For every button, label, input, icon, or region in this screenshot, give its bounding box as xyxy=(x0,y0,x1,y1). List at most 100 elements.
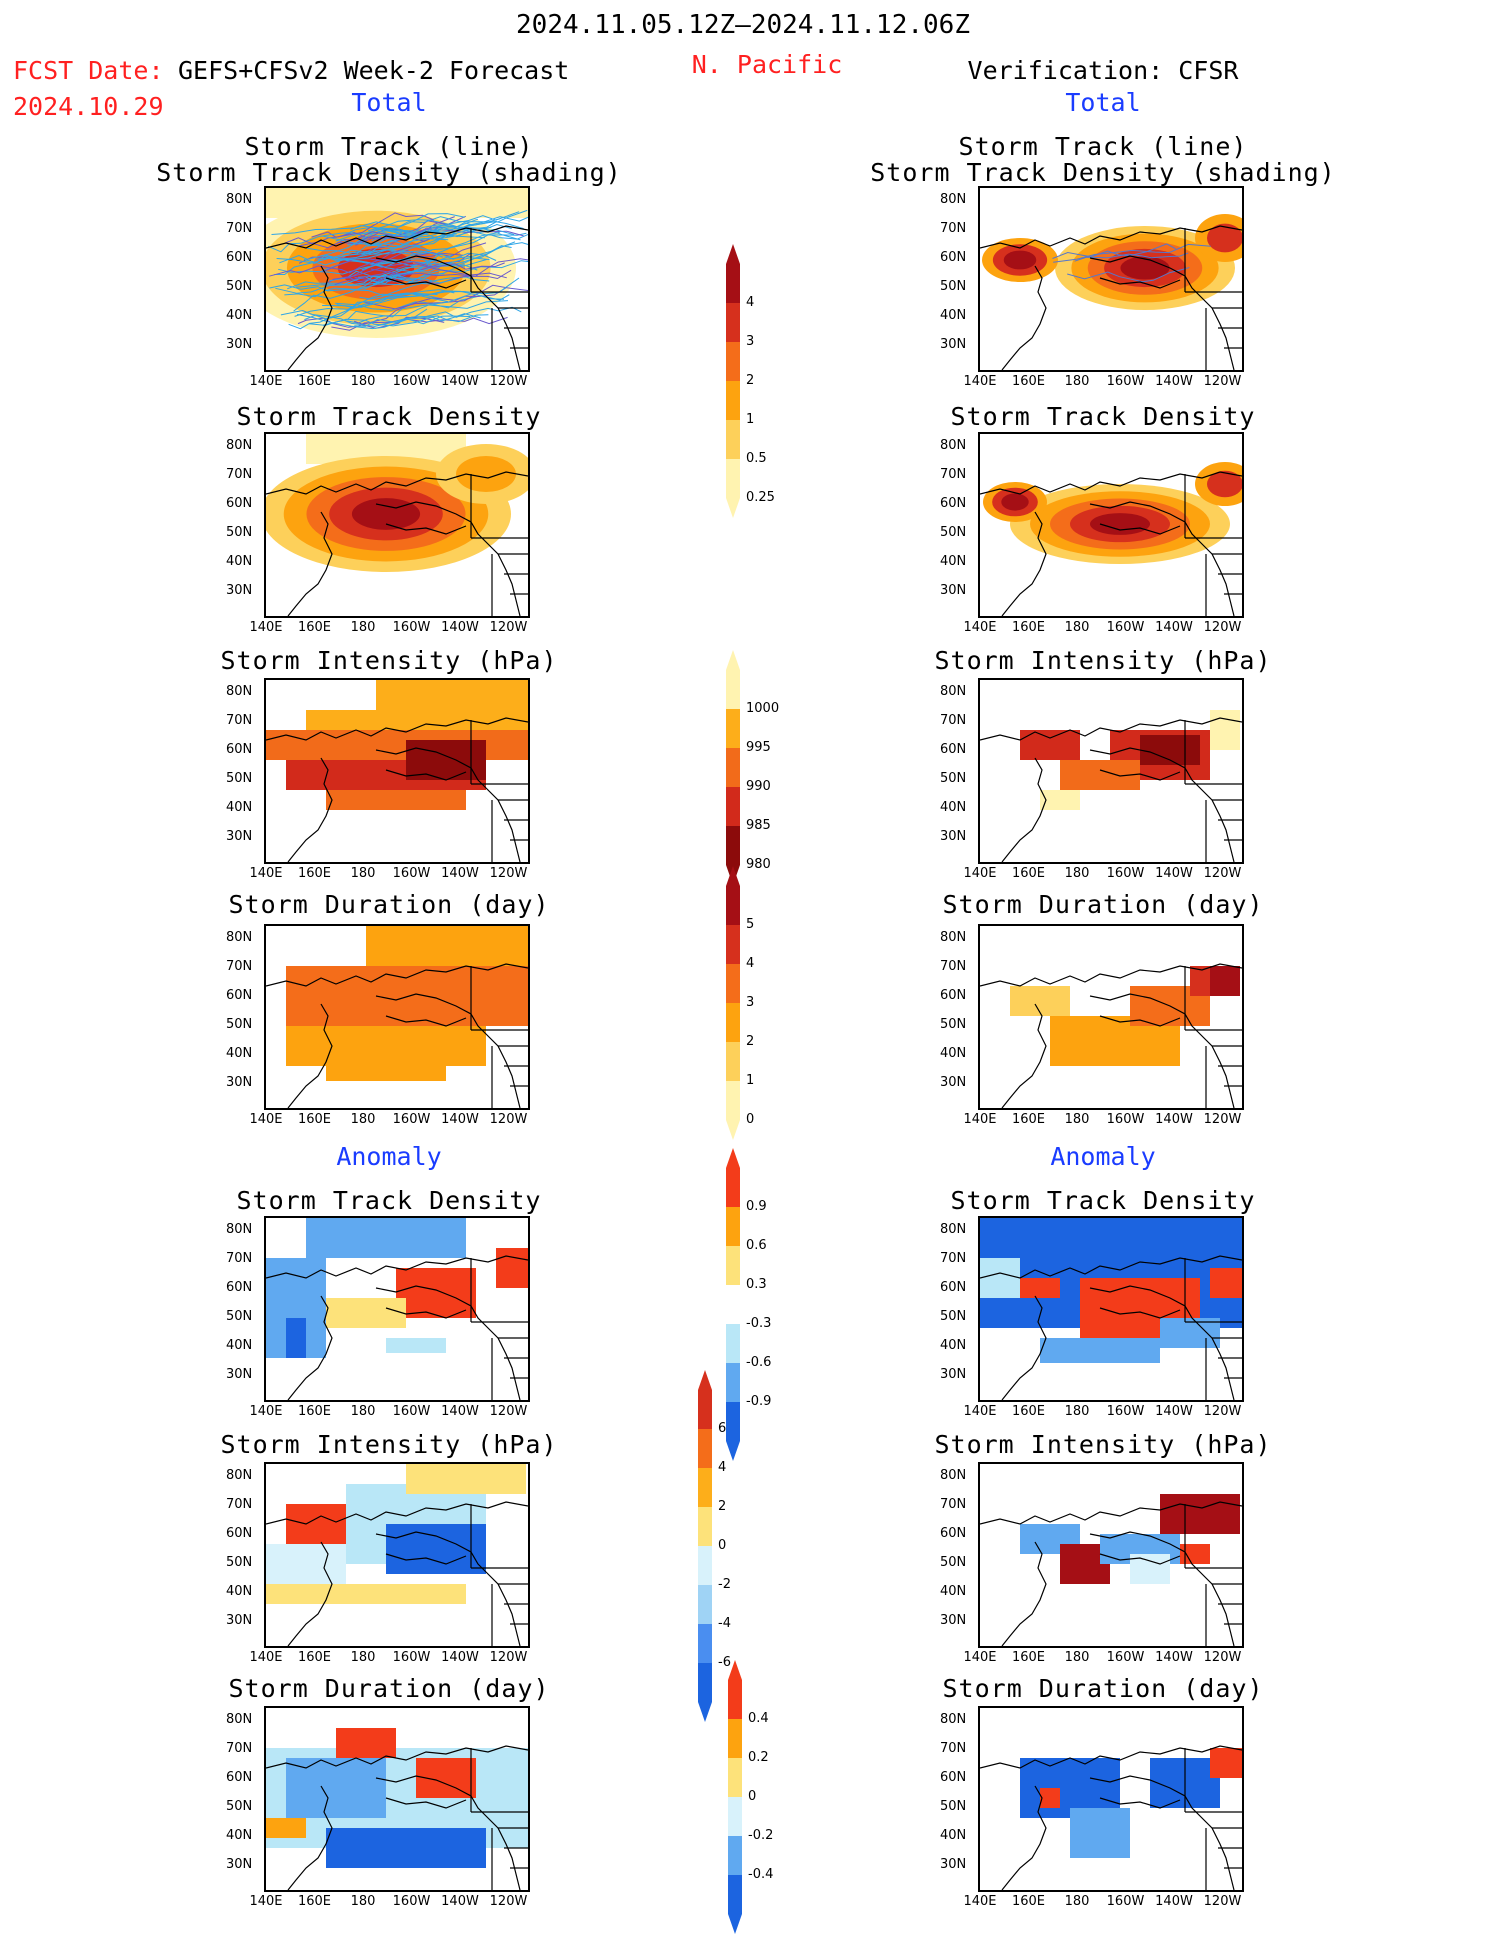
lon-label: 120W xyxy=(489,374,528,389)
lon-label: 140E xyxy=(249,620,283,635)
lat-label: 40N xyxy=(940,308,967,323)
lat-label: 80N xyxy=(940,192,967,207)
lat-label: 50N xyxy=(226,1799,253,1814)
lat-label: 50N xyxy=(940,771,967,786)
title-intensity-right: Storm Intensity (hPa) xyxy=(934,646,1272,675)
lon-label: 120W xyxy=(489,1650,528,1665)
lat-label: 30N xyxy=(226,1075,253,1090)
lat-label: 50N xyxy=(226,279,253,294)
lon-label: 160E xyxy=(297,374,332,389)
title-duration-right: Storm Duration (day) xyxy=(942,890,1264,919)
colorbar-label: -6 xyxy=(718,1655,731,1670)
lat-label: 50N xyxy=(940,279,967,294)
lon-label: 160W xyxy=(392,1894,431,1909)
colorbar-label: 0.4 xyxy=(748,1711,769,1726)
colorbar-intensity-anomaly xyxy=(698,1370,712,1722)
lat-label: 60N xyxy=(226,988,253,1003)
title-track-density-left: Storm Track Density xyxy=(236,402,542,431)
lat-label: 40N xyxy=(940,1584,967,1599)
section-total-left: Total xyxy=(351,88,427,117)
colorbar-label: 985 xyxy=(746,818,771,833)
lon-label: 140W xyxy=(441,1650,479,1665)
lon-label: 140W xyxy=(441,374,479,389)
map-panel-l2 xyxy=(264,678,530,864)
lon-label: 140E xyxy=(963,1404,997,1419)
lat-label: 40N xyxy=(226,1338,253,1353)
lon-label: 140E xyxy=(963,866,997,881)
lat-label: 30N xyxy=(940,337,967,352)
colorbar-label: 990 xyxy=(746,779,771,794)
lon-label: 140W xyxy=(441,1894,479,1909)
colorbar-label: 0.6 xyxy=(746,1238,767,1253)
colorbar-label: 0.9 xyxy=(746,1199,767,1214)
lon-label: 160E xyxy=(1011,1650,1046,1665)
map-panel-l0 xyxy=(264,186,530,372)
lat-label: 80N xyxy=(940,1222,967,1237)
verification-label: Verification: CFSR xyxy=(967,56,1239,85)
lon-label: 140E xyxy=(963,1894,997,1909)
map-panel-l4 xyxy=(264,1216,530,1402)
lon-label: 120W xyxy=(1203,374,1242,389)
map-field-l0 xyxy=(266,188,528,370)
title-anom-density-right: Storm Track Density xyxy=(950,1186,1256,1215)
map-panel-l5 xyxy=(264,1462,530,1648)
lon-label: 140W xyxy=(1155,1404,1193,1419)
map-field-l6 xyxy=(266,1728,528,1890)
lon-label: 160W xyxy=(1106,374,1145,389)
colorbar-label: 0 xyxy=(746,1112,755,1127)
map-panel-l3 xyxy=(264,924,530,1110)
lon-label: 140W xyxy=(441,1112,479,1127)
lat-label: 40N xyxy=(226,554,253,569)
lon-label: 160E xyxy=(297,1404,332,1419)
lat-label: 30N xyxy=(940,1075,967,1090)
lon-label: 180 xyxy=(1064,1112,1090,1127)
lon-label: 160W xyxy=(392,1404,431,1419)
title-anom-intensity-right: Storm Intensity (hPa) xyxy=(934,1430,1272,1459)
lat-label: 70N xyxy=(226,713,253,728)
lat-label: 70N xyxy=(940,1741,967,1756)
lon-label: 180 xyxy=(1064,374,1090,389)
title-anom-intensity-left: Storm Intensity (hPa) xyxy=(220,1430,558,1459)
lon-label: 140W xyxy=(1155,374,1193,389)
lat-label: 70N xyxy=(940,1497,967,1512)
lon-label: 160E xyxy=(297,1112,332,1127)
colorbar-label: 3 xyxy=(746,334,755,349)
lat-label: 70N xyxy=(226,1497,253,1512)
lat-label: 60N xyxy=(226,1526,253,1541)
lon-label: 140W xyxy=(1155,1650,1193,1665)
lat-label: 50N xyxy=(940,1017,967,1032)
lon-label: 180 xyxy=(350,620,376,635)
lat-label: 40N xyxy=(940,554,967,569)
map-panel-r1 xyxy=(978,432,1244,618)
map-field-r4 xyxy=(980,1218,1242,1400)
colorbar-label: -0.3 xyxy=(746,1316,772,1331)
map-panel-r5 xyxy=(978,1462,1244,1648)
lon-label: 160W xyxy=(392,620,431,635)
lat-label: 80N xyxy=(940,1712,967,1727)
colorbar-label: -0.2 xyxy=(748,1828,774,1843)
title-anom-density-left: Storm Track Density xyxy=(236,1186,542,1215)
lat-label: 60N xyxy=(226,250,253,265)
lon-label: 120W xyxy=(489,1404,528,1419)
lat-label: 80N xyxy=(226,438,253,453)
section-anomaly-right: Anomaly xyxy=(1050,1142,1156,1171)
lat-label: 70N xyxy=(226,1741,253,1756)
lon-label: 160E xyxy=(1011,866,1046,881)
map-field-l4 xyxy=(266,1218,528,1400)
lat-label: 80N xyxy=(226,930,253,945)
title-intensity-left: Storm Intensity (hPa) xyxy=(220,646,558,675)
colorbar-label: 2 xyxy=(746,1034,755,1049)
lon-label: 140E xyxy=(249,374,283,389)
lat-label: 40N xyxy=(940,1828,967,1843)
lon-label: 160W xyxy=(1106,1650,1145,1665)
lat-label: 30N xyxy=(226,337,253,352)
colorbar-label: 0.2 xyxy=(748,1750,769,1765)
lat-label: 60N xyxy=(940,1280,967,1295)
lat-label: 50N xyxy=(226,1017,253,1032)
colorbar-label: -0.6 xyxy=(746,1355,772,1370)
lon-label: 140E xyxy=(249,1650,283,1665)
lon-label: 160W xyxy=(392,866,431,881)
map-field-l2 xyxy=(266,680,528,862)
lon-label: 120W xyxy=(1203,866,1242,881)
map-panel-r0 xyxy=(978,186,1244,372)
